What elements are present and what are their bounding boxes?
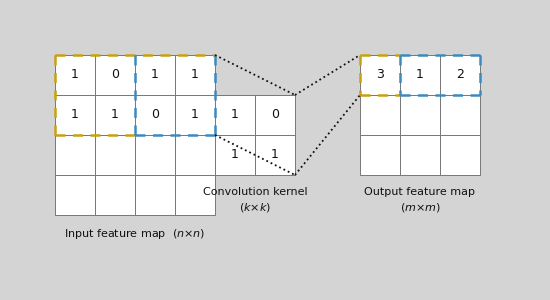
Text: 1: 1	[191, 109, 199, 122]
Bar	[215, 95, 255, 135]
Bar	[175, 55, 215, 95]
Bar	[360, 135, 400, 175]
Bar	[95, 95, 135, 135]
Text: 1: 1	[231, 148, 239, 161]
Text: $(k{\times}k)$: $(k{\times}k)$	[239, 201, 271, 214]
Text: 1: 1	[151, 68, 159, 82]
Bar	[255, 135, 295, 175]
Bar	[175, 175, 215, 215]
Bar	[95, 135, 135, 175]
Bar	[400, 135, 440, 175]
Bar	[360, 55, 400, 95]
Text: 0: 0	[151, 109, 159, 122]
Bar	[55, 55, 95, 95]
Bar	[175, 135, 215, 175]
Text: 0: 0	[271, 109, 279, 122]
Text: Output feature map: Output feature map	[365, 187, 476, 197]
Bar	[440, 95, 480, 135]
Text: 1: 1	[271, 148, 279, 161]
Text: 1: 1	[111, 109, 119, 122]
Text: 1: 1	[71, 109, 79, 122]
Bar	[440, 55, 480, 95]
Text: Input feature map  $(n{\times}n)$: Input feature map $(n{\times}n)$	[64, 227, 206, 241]
Text: $(m{\times}m)$: $(m{\times}m)$	[400, 201, 441, 214]
Bar	[95, 55, 135, 95]
Bar	[215, 135, 255, 175]
Text: Convolution kernel: Convolution kernel	[203, 187, 307, 197]
Bar	[400, 55, 440, 95]
Text: 1: 1	[416, 68, 424, 82]
Text: 3: 3	[376, 68, 384, 82]
Bar	[55, 175, 95, 215]
Bar	[440, 135, 480, 175]
Text: 0: 0	[111, 68, 119, 82]
Bar	[55, 95, 95, 135]
Bar	[135, 95, 175, 135]
Bar	[135, 55, 175, 95]
Text: 1: 1	[231, 109, 239, 122]
Bar	[95, 175, 135, 215]
Bar	[400, 95, 440, 135]
Text: 2: 2	[456, 68, 464, 82]
Bar	[175, 95, 215, 135]
Text: 1: 1	[71, 68, 79, 82]
Bar	[255, 95, 295, 135]
Bar	[135, 135, 175, 175]
Bar	[360, 95, 400, 135]
Bar	[135, 175, 175, 215]
Bar	[55, 135, 95, 175]
Text: 1: 1	[191, 68, 199, 82]
